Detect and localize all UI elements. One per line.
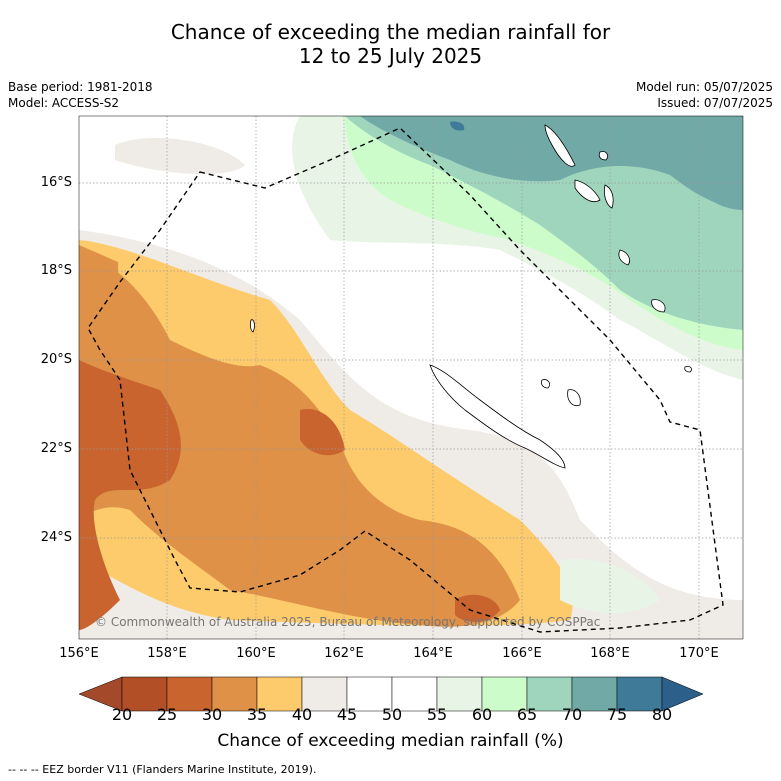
colorbar-tick: 70	[561, 705, 583, 724]
colorbar	[78, 676, 704, 712]
eez-footnote: -- -- -- EEZ border V11 (Flanders Marine…	[8, 763, 317, 776]
lon-label-156e: 156°E	[59, 646, 99, 661]
lon-label-158e: 158°E	[147, 646, 187, 661]
colorbar-tick: 45	[336, 705, 358, 724]
copyright-notice: © Commonwealth of Australia 2025, Bureau…	[95, 615, 601, 629]
map-title-line2: 12 to 25 July 2025	[298, 44, 483, 68]
base-period: Base period: 1981-2018	[8, 80, 153, 94]
colorbar-tick: 25	[156, 705, 178, 724]
colorbar-tick: 80	[651, 705, 673, 724]
colorbar-title: Chance of exceeding median rainfall (%)	[217, 731, 564, 751]
colorbar-tick: 75	[606, 705, 628, 724]
colorbar-tick: 40	[291, 705, 313, 724]
colorbar-tick: 50	[381, 705, 403, 724]
eez-border	[87, 127, 724, 633]
lon-label-164e: 164°E	[413, 646, 453, 661]
lon-label-170e: 170°E	[679, 646, 719, 661]
colorbar-tick: 60	[471, 705, 493, 724]
lat-label-22s: 22°S	[40, 441, 72, 456]
lat-label-16s: 16°S	[40, 175, 72, 190]
map-title-line1: Chance of exceeding the median rainfall …	[170, 20, 611, 44]
model-name: Model: ACCESS-S2	[8, 96, 120, 110]
lon-label-160e: 160°E	[236, 646, 276, 661]
lon-label-162e: 162°E	[324, 646, 364, 661]
rainfall-probability-field	[79, 116, 743, 639]
lat-label-20s: 20°S	[40, 352, 72, 367]
lon-label-168e: 168°E	[590, 646, 630, 661]
lat-label-24s: 24°S	[40, 530, 72, 545]
issued-date: Issued: 07/07/2025	[657, 96, 773, 110]
lon-label-166e: 166°E	[502, 646, 542, 661]
colorbar-tick: 20	[111, 705, 133, 724]
colorbar-tick: 55	[426, 705, 448, 724]
coastlines	[250, 124, 693, 469]
colorbar-tick: 35	[246, 705, 268, 724]
colorbar-tick: 65	[516, 705, 538, 724]
lat-label-18s: 18°S	[40, 263, 72, 278]
model-run: Model run: 05/07/2025	[635, 80, 773, 94]
colorbar-tick: 30	[201, 705, 223, 724]
